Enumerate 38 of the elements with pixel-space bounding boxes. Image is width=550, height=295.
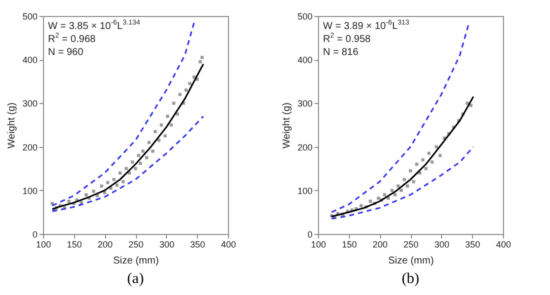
y-tick-label: 100 bbox=[297, 186, 312, 196]
y-tick-label: 500 bbox=[297, 12, 312, 22]
x-tick-label: 400 bbox=[220, 240, 236, 250]
text: (b) bbox=[402, 271, 420, 287]
x-axis-title: Size (mm) bbox=[388, 256, 434, 266]
annotation: N = 960 bbox=[48, 46, 84, 59]
x-tick-label: 250 bbox=[403, 240, 419, 250]
y-tick-label: 200 bbox=[297, 142, 312, 152]
y-tick-label: 300 bbox=[22, 98, 38, 109]
x-tick-label: 150 bbox=[342, 240, 357, 250]
y-tick-label: 200 bbox=[22, 142, 38, 152]
x-tick-label: 100 bbox=[310, 240, 326, 250]
x-tick-label: 150 bbox=[66, 240, 82, 250]
x-tick-label: 300 bbox=[159, 240, 174, 250]
annotation: N = 816 bbox=[323, 46, 360, 59]
annotation: R$^{2}$ = 0.968 bbox=[48, 32, 97, 46]
x-tick-label: 200 bbox=[98, 240, 113, 250]
y-tick-label: 400 bbox=[297, 55, 312, 66]
annotation: W = 3.85 × 10$^{-6}$L$^{3.134}$ bbox=[48, 20, 140, 32]
x-tick-label: 350 bbox=[190, 240, 206, 250]
y-axis-title: Weight (g) bbox=[281, 102, 292, 148]
y-tick-label: 300 bbox=[297, 98, 312, 109]
y-axis-title: Weight (g) bbox=[6, 102, 18, 148]
x-tick-label: 200 bbox=[372, 240, 388, 250]
x-axis-title: Size (mm) bbox=[113, 256, 159, 266]
x-tick-label: 400 bbox=[496, 240, 512, 250]
text: (a) bbox=[127, 271, 144, 287]
x-tick-label: 250 bbox=[128, 240, 144, 250]
y-tick-label: 400 bbox=[22, 55, 38, 66]
y-tick-label: 0 bbox=[307, 230, 312, 240]
annotation: W = 3.89 × 10$^{-6}$L$^{313}$ bbox=[323, 20, 410, 32]
x-tick-label: 300 bbox=[434, 240, 450, 250]
y-tick-label: 500 bbox=[22, 12, 38, 22]
y-tick-label: 100 bbox=[22, 186, 38, 196]
x-tick-label: 350 bbox=[465, 240, 480, 250]
x-tick-label: 100 bbox=[36, 240, 52, 250]
annotation: R$^{2}$ = 0.958 bbox=[323, 32, 372, 46]
y-tick-label: 0 bbox=[32, 230, 38, 240]
